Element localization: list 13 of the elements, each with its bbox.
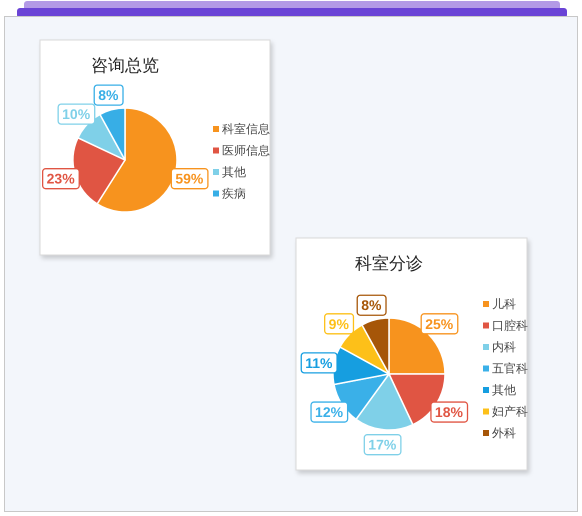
data-label: 12% — [315, 404, 344, 420]
data-label: 17% — [368, 436, 397, 453]
data-label: 11% — [305, 354, 334, 371]
title: 科室分诊 — [355, 254, 423, 274]
data-label: 59% — [175, 170, 204, 187]
data-label: 10% — [62, 106, 91, 122]
title: 咨询总览 — [91, 56, 159, 76]
data-label: 8% — [361, 297, 382, 314]
data-label: 18% — [434, 404, 464, 420]
data-label: 9% — [328, 316, 350, 332]
data-label: 8% — [98, 87, 120, 104]
data-label: 23% — [46, 170, 76, 187]
data-label: 25% — [425, 316, 454, 332]
